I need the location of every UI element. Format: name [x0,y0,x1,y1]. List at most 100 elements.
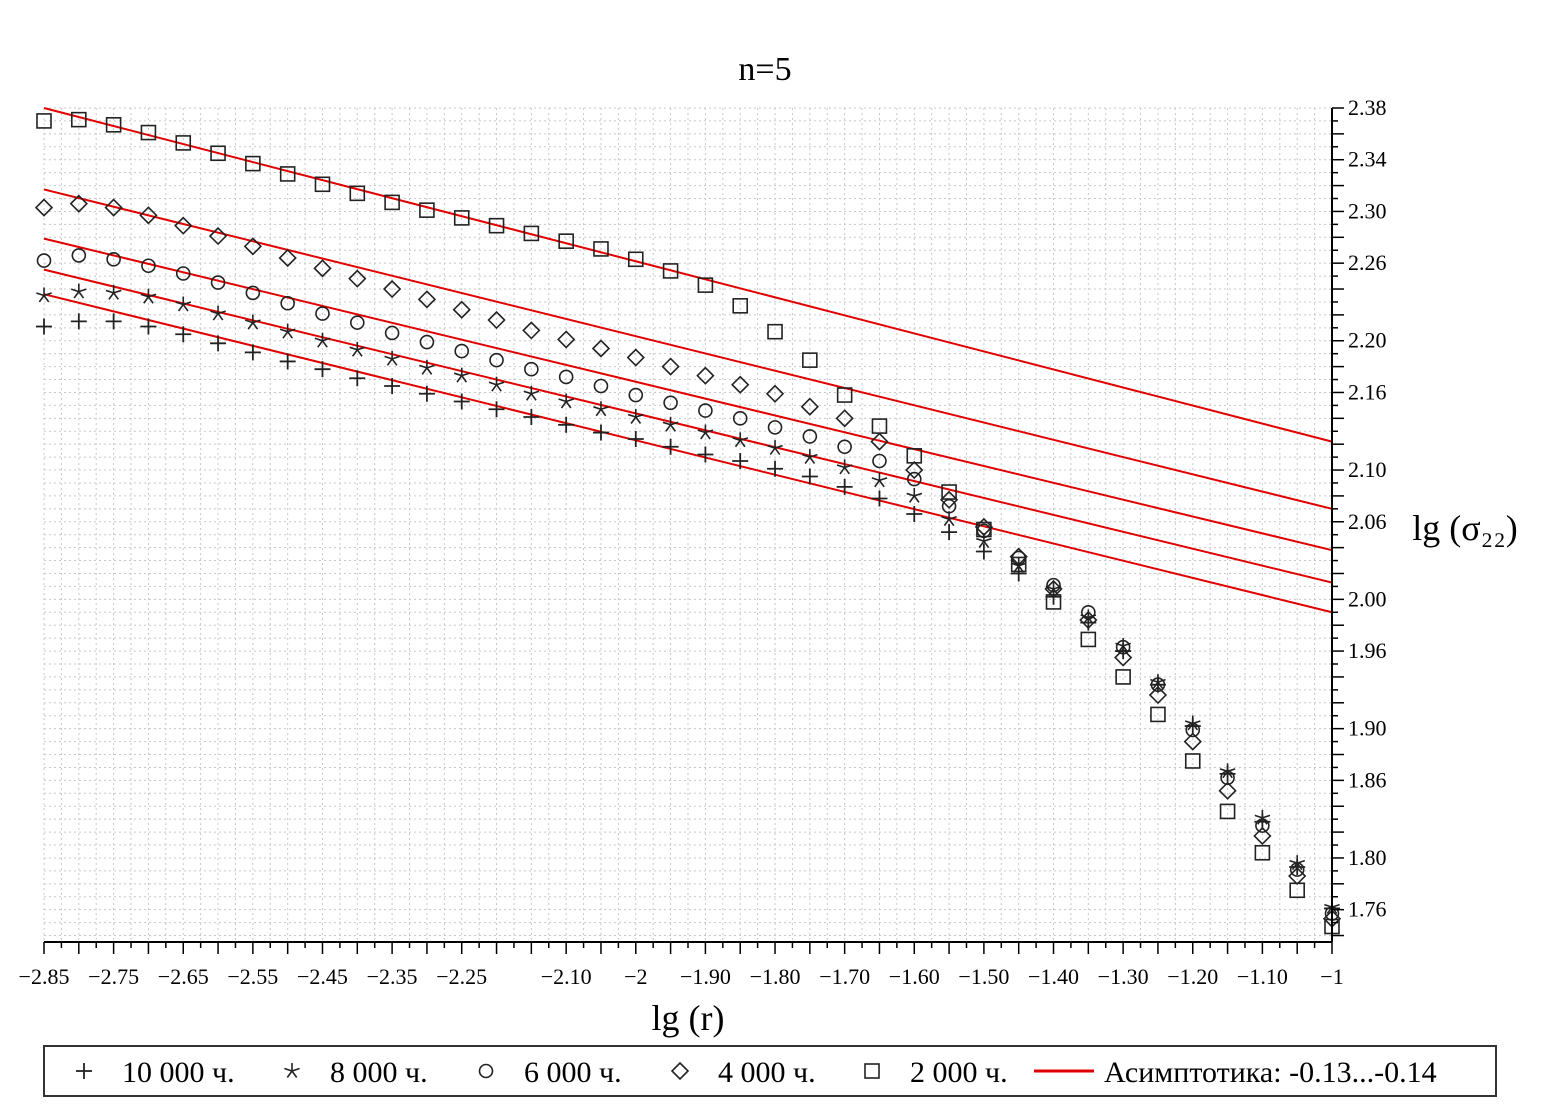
data-point-star [697,424,714,440]
data-point-star [767,440,783,456]
marker-shape [279,166,296,182]
data-point-square [36,113,52,129]
marker-stroke [217,313,224,321]
data-point-diamond [1044,579,1063,599]
asymptote-line [43,107,1333,443]
data-point-star [488,376,505,392]
marker-stroke [212,313,219,321]
marker-stroke [665,424,672,432]
marker-shape [872,453,887,469]
marker-stroke [908,495,915,503]
data-point-square [1219,803,1236,820]
data-point-diamond [800,397,819,416]
marker-shape [557,330,576,349]
marker-stroke [635,416,642,424]
data-point-diamond [870,432,889,451]
data-point-star [662,416,679,432]
marker-stroke [697,429,706,434]
data-point-star [836,459,853,475]
marker-stroke [1291,862,1298,871]
marker-shape [1289,862,1305,877]
data-point-circle [1150,677,1166,692]
data-point-plus [175,326,192,343]
data-point-square [1045,594,1062,610]
data-point-diamond [69,194,88,213]
data-point-plus [523,409,540,426]
data-point-plus [627,431,644,448]
data-point-circle [558,369,574,385]
marker-stroke [252,322,259,330]
data-point-diamond [382,279,402,299]
data-point-circle [524,361,539,377]
marker-stroke [356,349,363,357]
data-point-plus [314,361,331,378]
marker-shape [245,155,261,172]
marker-shape [765,384,785,403]
marker-stroke [767,444,776,449]
legend-box [43,1045,1497,1097]
data-point-star [140,288,157,304]
data-point-square [105,117,122,133]
data-point-star [349,341,366,357]
data-point-square [1080,631,1097,648]
marker-stroke [175,301,184,306]
y-tick-label: 1.76 [1348,897,1387,922]
data-point-star [314,332,331,348]
marker-stroke [495,384,502,392]
marker-stroke [461,375,468,383]
data-point-square [1254,844,1271,861]
data-point-diamond [765,384,785,403]
marker-shape [487,310,506,330]
data-point-circle [1185,722,1201,738]
y-tick-label: 2.34 [1348,147,1387,172]
data-point-diamond [939,490,959,509]
marker-shape [941,498,957,514]
marker-shape [280,295,295,311]
marker-shape [835,409,854,428]
data-point-circle [175,266,191,281]
marker-stroke [148,293,157,298]
marker-stroke [287,328,296,333]
data-point-square [802,352,818,368]
marker-shape [697,277,714,293]
marker-stroke [769,447,776,456]
marker-shape [976,521,992,538]
marker-stroke [1152,681,1159,690]
marker-shape [210,275,226,290]
marker-stroke [948,518,955,527]
marker-stroke [732,437,741,442]
marker-stroke [871,477,880,482]
marker-stroke [662,421,671,426]
marker-shape [524,361,539,377]
marker-stroke [1192,723,1199,731]
data-point-plus [801,468,818,485]
data-point-plus [36,318,52,335]
marker-shape [864,1063,880,1079]
marker-stroke [804,456,811,465]
data-point-circle [628,387,644,403]
data-point-diamond [974,517,994,537]
x-tick-label: −2 [624,964,647,989]
marker-stroke [461,372,470,377]
marker-stroke [38,295,45,303]
data-point-diamond [1218,781,1237,800]
marker-stroke [286,1070,293,1078]
data-point-square [906,448,923,464]
data-point-star [36,287,52,303]
data-point-star [906,487,923,503]
marker-stroke [349,346,358,351]
marker-shape [906,471,922,487]
marker-shape [69,194,88,213]
data-point-star [384,350,400,366]
marker-shape [523,225,540,242]
marker-stroke [1296,862,1303,871]
y-tick-label: 2.38 [1348,95,1387,120]
data-point-circle [489,352,504,368]
marker-stroke [600,408,607,417]
data-point-circle [941,498,957,514]
marker-shape [1010,556,1027,573]
marker-stroke [73,291,80,299]
marker-stroke [217,310,226,315]
marker-stroke [705,429,714,434]
data-point-star [558,393,575,409]
